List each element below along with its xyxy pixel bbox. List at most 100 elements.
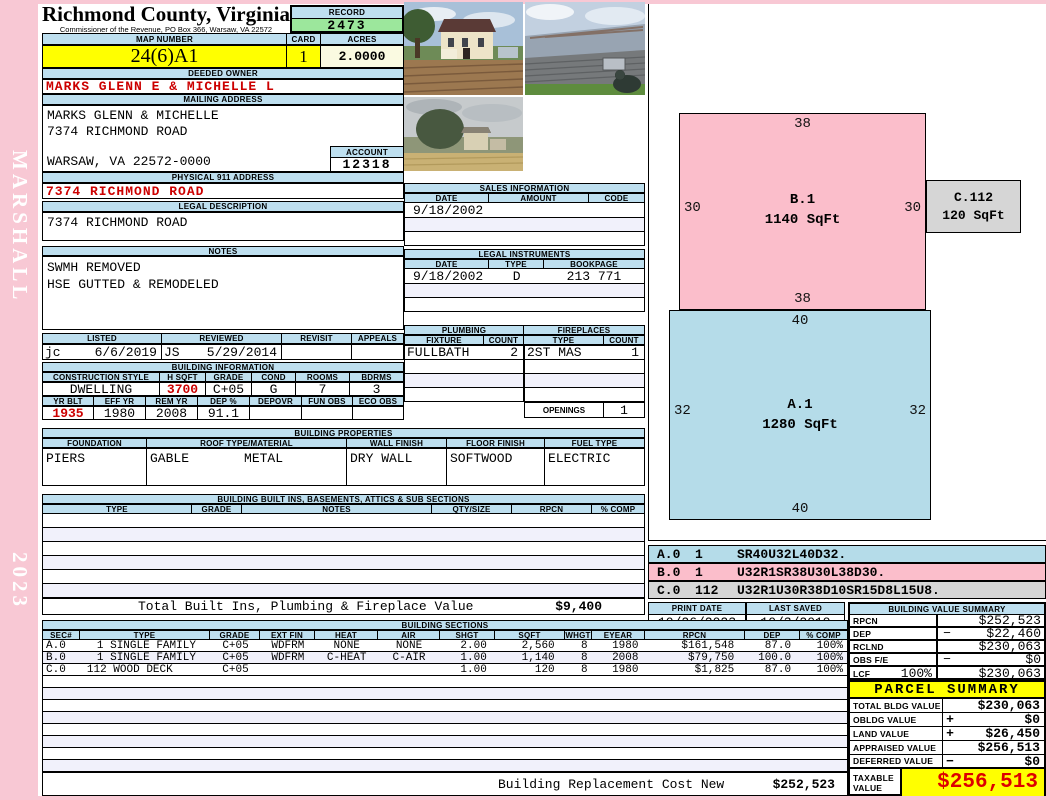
replacement-cost-row: Building Replacement Cost New $252,523 <box>42 772 848 796</box>
yrblt-label: YR BLT <box>42 396 94 406</box>
sec-col-label: SQFT <box>495 630 565 640</box>
bvs-row-label: RPCN <box>850 615 938 626</box>
sec-col-label: % COMP <box>800 630 848 640</box>
b1-dim-left: 30 <box>684 200 701 216</box>
sec-cell: 100.0 <box>758 651 792 664</box>
empty-row <box>405 298 644 311</box>
sketch-legend-a: A.0 1 SR40U32L40D32. <box>648 545 1046 563</box>
sec-cell: 8 <box>581 639 588 652</box>
legend-qty: 112 <box>695 582 719 598</box>
construction-style: DWELLING <box>42 382 160 397</box>
sec-col-label: WHGT <box>565 630 592 640</box>
legend-path: U32R1U30R38D10SR15D8L15U8. <box>737 582 940 598</box>
sec-col-label: AIR <box>378 630 440 640</box>
sales-code-label: CODE <box>589 193 645 203</box>
reviewed-by: JS <box>164 344 180 360</box>
ecoobs <box>353 406 404 420</box>
legend-path: U32R1SR38U30L38D30. <box>737 564 886 580</box>
a1-name: A.1 <box>787 397 813 413</box>
revisit-label: REVISIT <box>282 333 352 344</box>
legal-instruments-label: LEGAL INSTRUMENTS <box>404 249 645 259</box>
sec-cell: NONE <box>333 639 360 652</box>
photo-front-svg <box>401 2 524 95</box>
sec-cell: C+05 <box>222 651 249 664</box>
reviewed-cell: JS 5/29/2014 <box>162 344 282 360</box>
empty-row <box>43 676 847 688</box>
bi-rpcn-label: RPCN <box>512 504 592 514</box>
appeals-label: APPEALS <box>352 333 404 344</box>
empty-row <box>405 284 644 298</box>
empty-row <box>525 388 644 400</box>
depovr-label: DEPOVR <box>250 396 302 406</box>
sec-col-label: TYPE <box>80 630 210 640</box>
reviewed-date: 5/29/2014 <box>206 344 277 360</box>
sec-cell: NONE <box>395 639 423 652</box>
bdrms: 3 <box>350 382 404 397</box>
card-number: 1 <box>287 45 321 68</box>
sec-cell: 100% <box>816 639 843 652</box>
instr-bookpage-label: BOOKPAGE <box>544 259 645 269</box>
acres-label: ACRES <box>321 33 404 45</box>
note-line-2: HSE GUTTED & REMODELED <box>47 277 219 292</box>
parcel-row-label: LAND VALUE <box>850 727 943 740</box>
instrument-row: 9/18/2002 D 213 771 <box>405 269 644 284</box>
empty-row <box>525 374 644 388</box>
a1-label: A.1 1280 SqFt <box>670 397 930 433</box>
built-ins-total-value: $9,400 <box>555 599 602 614</box>
sketch-section-c112: C.112 120 SqFt <box>926 180 1021 233</box>
bvs-row-rpcn: RPCN $252,523 <box>850 613 1044 628</box>
appeals-cell <box>352 344 404 360</box>
plumbing-count: 2 <box>484 345 524 360</box>
fixture-count-label: COUNT <box>484 335 524 345</box>
instr-date: 9/18/2002 <box>413 268 484 284</box>
empty-row <box>43 528 644 542</box>
built-ins-total-row: Total Built Ins, Plumbing & Fireplace Va… <box>42 598 645 615</box>
building-value-summary: BUILDING VALUE SUMMARY RPCN $252,523 DEP… <box>848 602 1046 681</box>
dep-pct-label: DEP % <box>198 396 250 406</box>
bvs-row-label-wrap: LCF 100% <box>850 666 938 681</box>
sale-date: 9/18/2002 <box>413 202 484 218</box>
sec-col-label: SHGT <box>440 630 495 640</box>
record-label: RECORD <box>292 7 402 19</box>
foundation-label: FOUNDATION <box>42 438 147 448</box>
sec-cell: B.0 <box>46 651 66 664</box>
fireplaces-label: FIREPLACES <box>524 325 645 335</box>
fuel-type-label: FUEL TYPE <box>545 438 645 448</box>
sidebar: MARSHALL 2023 <box>0 0 38 800</box>
revisit-cell <box>282 344 352 360</box>
bvs-row-sign: − <box>943 652 951 667</box>
b1-label: B.1 1140 SqFt <box>680 192 925 228</box>
physical-address: 7374 RICHMOND ROAD <box>42 183 404 199</box>
legend-code: B.0 <box>657 564 681 580</box>
bvs-row-value: $230,063 <box>978 639 1041 654</box>
sec-cell: 100% <box>816 651 843 664</box>
wall-finish-label: WALL FINISH <box>347 438 447 448</box>
sec-cell: 8 <box>581 651 588 664</box>
empty-row <box>43 570 644 584</box>
print-date-label: PRINT DATE <box>649 603 745 615</box>
hsqft: 3700 <box>160 382 206 397</box>
sidebar-year: 2023 <box>8 552 32 610</box>
listed-by: jc <box>45 344 61 360</box>
record-value: 2473 <box>292 18 402 33</box>
sec-col-label: GRADE <box>210 630 260 640</box>
remyr-label: REM YR <box>146 396 198 406</box>
built-ins-label: BUILDING BUILT INS, BASEMENTS, ATTICS & … <box>42 494 645 504</box>
plumbing-empty-rows <box>404 360 524 402</box>
sec-cell: A.0 <box>46 639 66 652</box>
bi-grade-label: GRADE <box>192 504 242 514</box>
a1-dim-top: 40 <box>791 313 809 329</box>
property-photo-front <box>401 2 524 95</box>
bvs-row-label: RCLND <box>850 641 938 652</box>
county-title: Richmond County, Virginia <box>42 2 290 26</box>
bvs-row-lcf: LCF 100% $230,063 <box>850 666 1044 681</box>
replacement-cost-label: Building Replacement Cost New <box>498 776 725 792</box>
bvs-row-dep: DEP − $22,460 <box>850 626 1044 641</box>
parcel-row-value: $230,063 <box>977 698 1040 713</box>
sec-cell: 1.00 <box>460 663 487 676</box>
listed-cell: jc 6/6/2019 <box>42 344 162 360</box>
cond-label: COND <box>252 372 296 382</box>
legend-code: C.0 <box>657 582 681 598</box>
bvs-row-label: LCF <box>853 668 871 679</box>
